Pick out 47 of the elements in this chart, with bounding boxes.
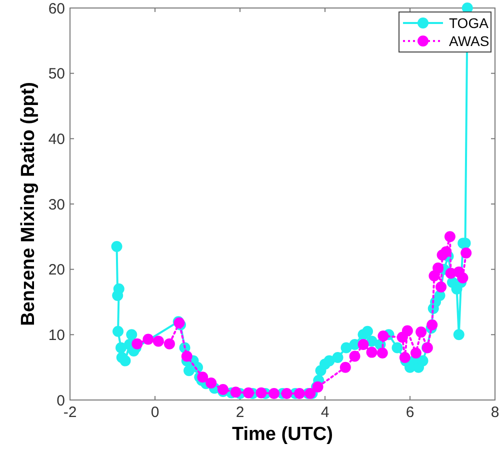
x-tick-label: 8 [490,404,500,421]
point [366,346,378,358]
point [197,372,208,383]
y-tick-label: 50 [48,66,65,83]
point [152,336,164,347]
x-tick-label: 6 [406,404,414,421]
point [142,334,154,345]
legend-label: TOGA [449,14,490,31]
point [399,352,410,364]
point [358,338,369,350]
point [181,350,192,362]
point [376,347,388,358]
point [349,350,360,362]
point [164,338,175,350]
y-tick-label: 0 [56,392,65,410]
x-tick-label: 2 [236,404,244,421]
x-axis-title: Time (UTC) [232,424,333,445]
point [416,326,427,338]
point [378,330,389,342]
y-tick-label: 40 [48,130,65,148]
y-tick-label: 60 [48,0,65,18]
y-axis-title: Benzene Mixing Ratio (ppt) [18,82,39,326]
point [440,246,452,258]
point [256,387,267,398]
point [436,281,447,292]
point [457,272,468,284]
point [460,248,472,258]
point [206,378,217,389]
point [432,262,444,274]
legend-label: AWAS [449,32,490,49]
x-tick-label: 4 [320,404,330,421]
point [410,347,422,358]
point [340,362,351,373]
point [132,338,143,350]
point [444,231,456,242]
y-tick-label: 10 [48,326,65,344]
point [426,319,438,330]
x-tick-label: -2 [63,404,77,421]
y-tick-label: 20 [48,262,65,279]
point [268,388,280,399]
point [294,388,305,399]
point [243,387,254,398]
x-tick-label: 0 [150,404,160,421]
point [281,388,292,399]
point [402,325,413,336]
point [230,386,242,398]
y-tick-label: 30 [48,196,65,214]
